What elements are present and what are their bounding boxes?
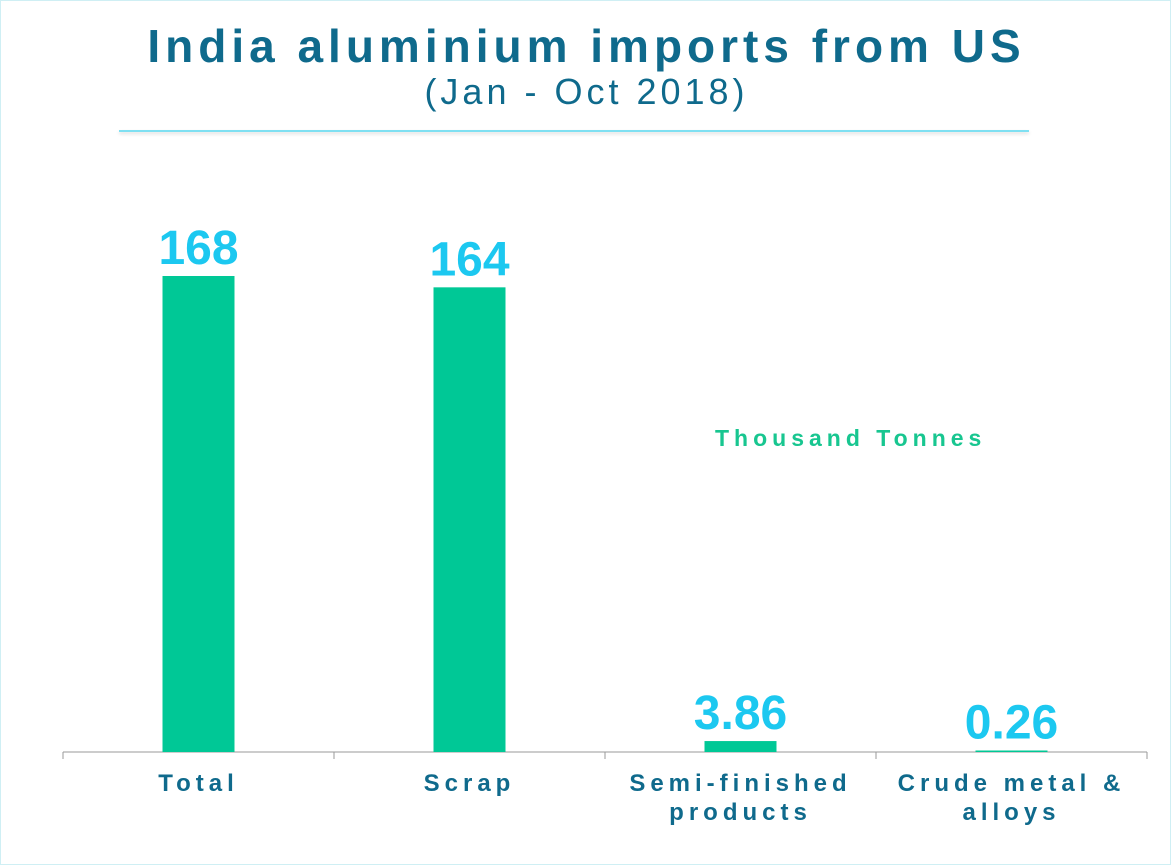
category-label: Crude metal & (898, 770, 1126, 797)
title-divider (119, 130, 1029, 132)
chart-title: India aluminium imports from US (147, 20, 1026, 72)
value-label: 3.86 (694, 687, 787, 740)
value-label: 0.26 (965, 697, 1058, 750)
bar (433, 287, 506, 752)
category-label: Scrap (424, 770, 516, 797)
category-label: alloys (962, 799, 1060, 826)
bar (162, 276, 235, 752)
category-label: Total (158, 770, 239, 797)
unit-label: Thousand Tonnes (715, 425, 987, 451)
value-label: 168 (158, 222, 238, 275)
bar (704, 741, 777, 752)
category-label: Semi-finished (629, 770, 851, 797)
bar (975, 750, 1048, 752)
value-label: 164 (429, 233, 509, 286)
category-label: products (669, 799, 812, 826)
chart-subtitle: (Jan - Oct 2018) (424, 71, 749, 112)
